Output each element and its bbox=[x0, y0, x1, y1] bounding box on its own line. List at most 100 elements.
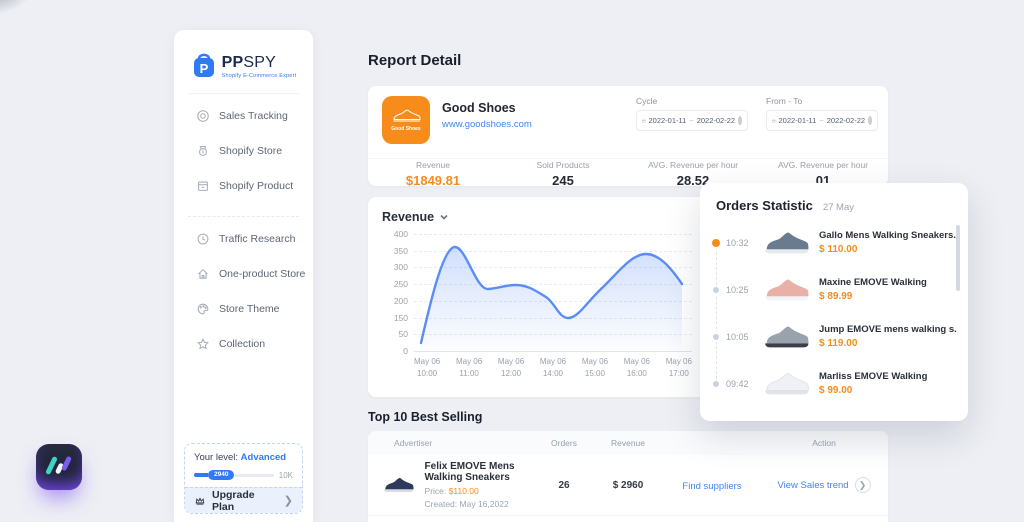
calendar-icon bbox=[642, 119, 646, 123]
find-suppliers-link[interactable]: Find suppliers bbox=[682, 481, 742, 492]
fromto-date-range-input[interactable]: 2022-01-11 ~ 2022-02-22 bbox=[766, 110, 878, 131]
stat-label: AVG. Revenue per hour bbox=[647, 160, 739, 170]
x-axis-tick: May 06 11:00 bbox=[455, 357, 483, 378]
user-level-card: Your level: Advanced 2940 10K Upgrade Pl… bbox=[184, 443, 303, 514]
order-time: 10:25 bbox=[726, 284, 749, 295]
floating-app-launcher-icon[interactable] bbox=[36, 444, 82, 490]
orders-timeline: 10:32 Gallo Mens Walking Sneakers... $ 1… bbox=[700, 219, 968, 407]
order-info: Marliss EMOVE Walking $ 99.00 bbox=[819, 371, 957, 396]
order-item[interactable]: 10:05 Jump EMOVE mens walking s... $ 119… bbox=[712, 313, 968, 360]
x-axis-tick: May 06 16:00 bbox=[623, 357, 650, 378]
chart-metric-selector[interactable]: Revenue bbox=[368, 197, 888, 224]
progress-max-label: 10K bbox=[278, 470, 293, 480]
brand-text: PPSPY Shopify E-Commerce Expert bbox=[222, 50, 297, 80]
brand-name-light: SPY bbox=[243, 54, 277, 71]
created-label: Created: bbox=[424, 499, 458, 509]
svg-text:P: P bbox=[199, 61, 208, 76]
dollar-bag-icon bbox=[196, 144, 210, 158]
brand-logo[interactable]: P PPSPY Shopify E-Commerce Expert bbox=[174, 50, 313, 80]
created-date: May 16,2022 bbox=[459, 499, 509, 509]
cycle-date-from: 2022-01-11 bbox=[648, 116, 687, 125]
sidebar-item-store-theme[interactable]: Store Theme bbox=[196, 291, 313, 326]
stat-revenue: Revenue $1849.81 bbox=[368, 160, 498, 188]
timeline-dot bbox=[713, 380, 719, 387]
fromto-filter: From - To 2022-01-11 ~ 2022-02-22 bbox=[766, 96, 878, 131]
column-header-revenue: Revenue bbox=[610, 438, 646, 448]
sidebar-item-label: One-product Store bbox=[219, 267, 306, 280]
brand-tagline: Shopify E-Commerce Expert bbox=[221, 73, 297, 79]
order-product-name: Jump EMOVE mens walking s... bbox=[819, 324, 957, 335]
orders-panel-title: Orders Statistic bbox=[716, 198, 813, 213]
column-header-orders: Orders bbox=[551, 438, 577, 448]
level-info: Your level: Advanced 2940 10K bbox=[185, 444, 302, 487]
sidebar: P PPSPY Shopify E-Commerce Expert Sales … bbox=[174, 30, 313, 522]
sidebar-nav-primary: Sales Tracking Shopify Store Shopify Pro… bbox=[174, 94, 313, 203]
store-logo: Good Shoes bbox=[382, 96, 430, 144]
revenue-cell: $ 2960 bbox=[612, 479, 644, 491]
upgrade-plan-button[interactable]: Upgrade Plan ❯ bbox=[185, 487, 302, 513]
order-time: 10:05 bbox=[726, 331, 749, 342]
product-price: $110.00 bbox=[448, 486, 479, 496]
store-url-link[interactable]: www.goodshoes.com bbox=[442, 119, 532, 130]
fromto-date-from: 2022-01-11 bbox=[778, 116, 817, 125]
sidebar-nav-secondary: Traffic Research One-product Store Store… bbox=[174, 217, 313, 361]
window-corner-shade bbox=[0, 0, 56, 30]
cycle-date-range-input[interactable]: 2022-01-11 ~ 2022-02-22 bbox=[636, 110, 748, 131]
palette-icon bbox=[196, 302, 210, 316]
order-shoe-image bbox=[765, 326, 809, 347]
order-info: Maxine EMOVE Walking $ 89.99 bbox=[819, 277, 957, 302]
order-shoe-image bbox=[765, 279, 809, 300]
sidebar-item-label: Traffic Research bbox=[219, 232, 296, 245]
view-sales-trend-link[interactable]: View Sales trend bbox=[777, 479, 849, 491]
column-header-action: Action bbox=[812, 438, 836, 448]
x-axis-tick: May 06 14:00 bbox=[539, 357, 567, 378]
order-item[interactable]: 10:25 Maxine EMOVE Walking $ 89.99 bbox=[712, 266, 968, 313]
sidebar-item-label: Shopify Product bbox=[219, 179, 294, 192]
sidebar-item-label: Store Theme bbox=[219, 302, 280, 315]
order-shoe-image bbox=[765, 372, 809, 394]
order-shoe-image bbox=[765, 232, 809, 253]
page-title: Report Detail bbox=[368, 52, 462, 69]
product-cell: Felix EMOVE Mens Walking Sneakers Price:… bbox=[368, 461, 536, 509]
sidebar-item-sales-tracking[interactable]: Sales Tracking bbox=[196, 98, 313, 133]
price-label: Price: bbox=[424, 486, 447, 496]
sidebar-item-shopify-product[interactable]: Shopify Product bbox=[196, 168, 313, 203]
revenue-area-series bbox=[419, 245, 684, 351]
sidebar-item-one-product-store[interactable]: One-product Store bbox=[196, 256, 313, 291]
panel-scrollbar[interactable] bbox=[956, 225, 960, 291]
progress-track bbox=[234, 473, 274, 477]
brand-name-bold: PP bbox=[221, 54, 244, 71]
x-axis-tick: May 06 15:00 bbox=[581, 357, 609, 378]
x-axis-tick: May 06 12:00 bbox=[497, 357, 525, 378]
sidebar-item-collection[interactable]: Collection bbox=[196, 326, 313, 361]
shoe-icon bbox=[393, 109, 421, 122]
order-info: Jump EMOVE mens walking s... $ 119.00 bbox=[819, 324, 957, 349]
store-logo-text: Good Shoes bbox=[391, 126, 421, 132]
sidebar-item-shopify-store[interactable]: Shopify Store bbox=[196, 133, 313, 168]
table-row: Felix EMOVE Mens Walking Sneakers Price:… bbox=[368, 455, 888, 516]
chevron-right-circle-icon[interactable]: ❯ bbox=[854, 477, 871, 493]
clock-icon bbox=[196, 232, 210, 246]
fromto-date-to: 2022-02-22 bbox=[826, 116, 866, 125]
product-box-icon bbox=[196, 179, 210, 193]
date-range-separator: ~ bbox=[819, 116, 824, 125]
product-name: Felix EMOVE Mens Walking Sneakers bbox=[424, 461, 515, 483]
level-value: Advanced bbox=[240, 452, 287, 463]
shopping-bag-logo-icon: P bbox=[193, 53, 214, 77]
order-product-name: Maxine EMOVE Walking bbox=[819, 277, 927, 288]
y-axis-tick: 150 bbox=[393, 312, 408, 323]
best-selling-table: Advertiser Orders Revenue Action Felix E… bbox=[368, 431, 888, 522]
product-shoe-image bbox=[384, 477, 414, 493]
stat-value: 28.52 bbox=[676, 173, 710, 188]
order-item[interactable]: 10:32 Gallo Mens Walking Sneakers... $ 1… bbox=[712, 219, 968, 266]
clock-circle-icon[interactable] bbox=[868, 116, 872, 125]
sidebar-item-traffic-research[interactable]: Traffic Research bbox=[196, 221, 313, 256]
order-item[interactable]: 09:42 Marliss EMOVE Walking $ 99.00 bbox=[712, 360, 968, 407]
y-axis-tick: 50 bbox=[398, 329, 408, 340]
order-price: $ 99.00 bbox=[819, 385, 853, 396]
stat-label: Sold Products bbox=[536, 160, 590, 170]
star-icon bbox=[196, 337, 210, 351]
clock-circle-icon[interactable] bbox=[738, 116, 742, 125]
sidebar-item-label: Sales Tracking bbox=[219, 109, 288, 122]
cycle-filter: Cycle 2022-01-11 ~ 2022-02-22 bbox=[636, 96, 748, 131]
